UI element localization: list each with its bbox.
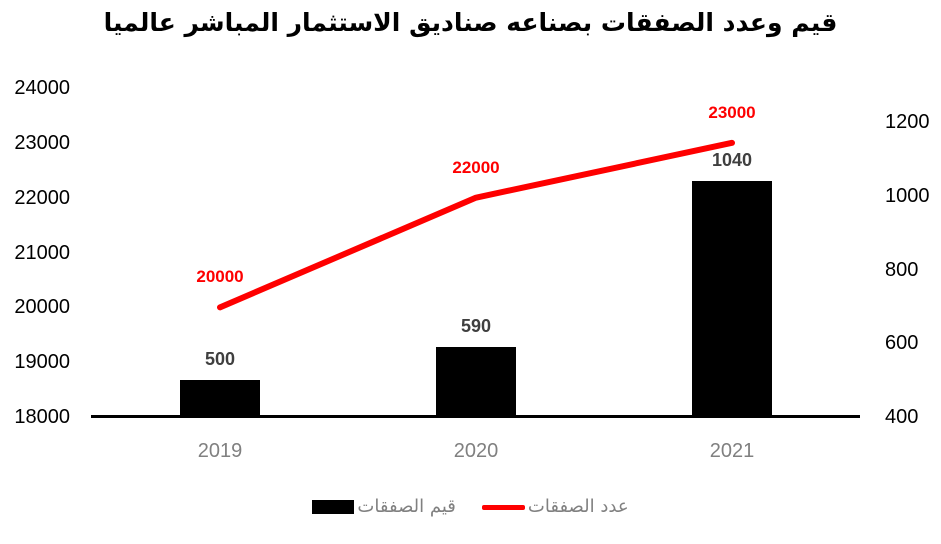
left-axis-tick-label: 18000	[14, 406, 70, 428]
bar-value-label: 1040	[711, 150, 753, 170]
legend-label-deal-count: عدد الصفقات	[527, 496, 629, 517]
bar-2020	[436, 346, 516, 417]
x-axis-label-2019: 2019	[197, 440, 243, 462]
legend-item-deal-values: قيم الصفقات	[312, 495, 456, 519]
bar-value-label: 590	[460, 315, 492, 336]
line-point-label: 20000	[196, 267, 244, 287]
left-axis-tick-label: 19000	[14, 351, 70, 374]
left-axis-tick-label: 22000	[14, 186, 70, 209]
line-point-label: 22000	[452, 157, 500, 177]
bar-2021	[692, 181, 772, 417]
bar-2019	[180, 380, 260, 417]
chart-title: قيم وعدد الصفقات بصناعه صناديق الاستثمار…	[103, 8, 838, 37]
line-point-label: 23000	[708, 102, 756, 122]
x-axis-label-2020: 2020	[453, 440, 499, 462]
legend: قيم الصفقات عدد الصفقات	[0, 495, 941, 519]
legend-label-deal-values: قيم الصفقات	[357, 496, 456, 517]
x-axis-label-2021: 2021	[709, 440, 755, 462]
bar-series-swatch-icon	[312, 500, 355, 514]
bar-value-label: 500	[204, 349, 236, 370]
left-axis-tick-label: 20000	[14, 296, 70, 319]
right-axis-tick-label: 800	[885, 258, 919, 281]
right-axis-tick-label: 400	[885, 406, 919, 428]
left-axis-tick-label: 23000	[14, 131, 70, 154]
right-axis-tick-label: 1200	[885, 111, 930, 133]
left-axis-tick-label: 24000	[14, 77, 70, 99]
right-axis-tick-label: 600	[885, 332, 919, 355]
right-axis-tick-label: 1000	[885, 184, 930, 207]
left-axis-tick-label: 21000	[14, 241, 70, 264]
legend-item-deal-count: عدد الصفقات	[481, 495, 629, 519]
line-series-swatch-icon	[481, 504, 525, 510]
